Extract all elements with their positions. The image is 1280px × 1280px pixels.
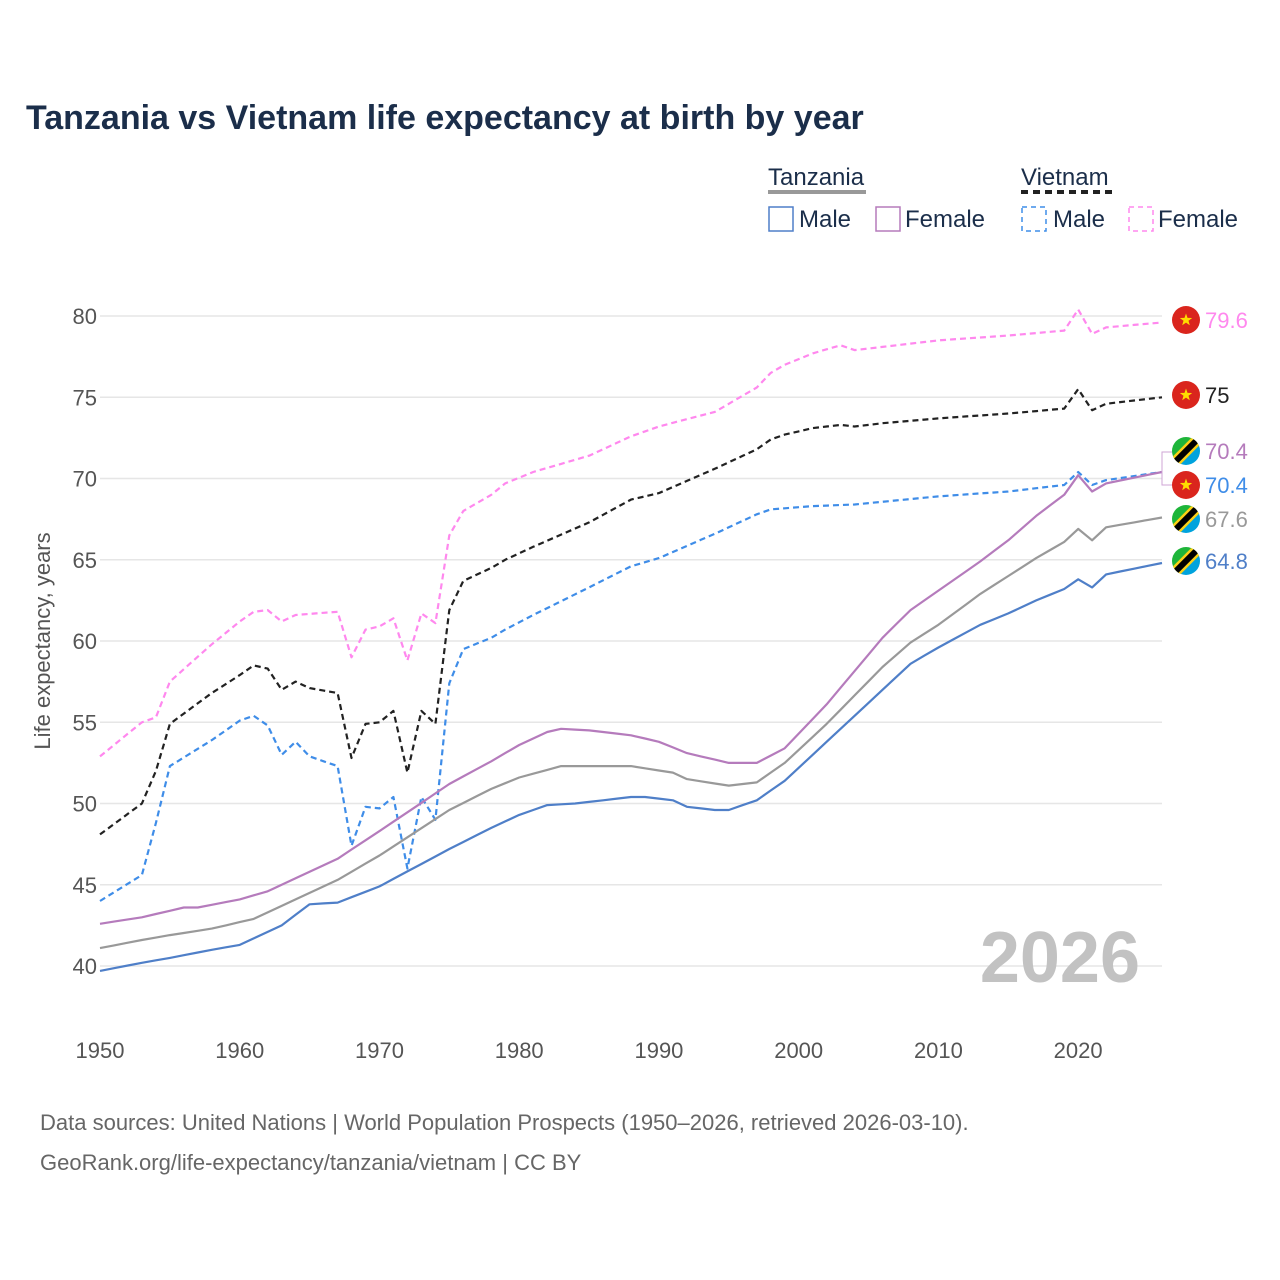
legend-group-vietnam[interactable]: Vietnam Male Female [1021, 164, 1238, 233]
x-tick-label-1990: 1990 [634, 1038, 683, 1063]
source-line-1: Data sources: United Nations | World Pop… [40, 1110, 969, 1135]
y-axis-ticks: 40 45 50 55 60 65 70 75 80 [73, 304, 97, 979]
legend-group-title-vietnam: Vietnam [1021, 164, 1109, 191]
legend: Tanzania Male Female Vietnam Male Female [768, 164, 1238, 233]
x-tick-label-2020: 2020 [1054, 1038, 1103, 1063]
y-tick-label-70: 70 [73, 467, 97, 492]
legend-group-title-tanzania: Tanzania [768, 164, 865, 191]
x-tick-label-1960: 1960 [215, 1038, 264, 1063]
series-line-tz_male[interactable] [99, 561, 1163, 972]
end-value-tz_total: 67.6 [1205, 507, 1248, 532]
legend-swatch-tanzania-female [875, 206, 901, 232]
x-tick-label-1970: 1970 [355, 1038, 404, 1063]
end-label-vn_total: 75 [1172, 381, 1229, 409]
series-line-tz_total[interactable] [99, 516, 1163, 950]
label-connector [1161, 451, 1175, 486]
legend-group-tanzania[interactable]: Tanzania Male Female [768, 164, 985, 233]
y-tick-label-65: 65 [73, 548, 97, 573]
end-value-vn_female: 79.6 [1205, 308, 1248, 333]
legend-label-tanzania-female: Female [905, 206, 985, 233]
source-line-2[interactable]: GeoRank.org/life-expectancy/tanzania/vie… [40, 1150, 582, 1175]
end-label-tz_total: 67.6 [1172, 505, 1248, 533]
end-value-vn_total: 75 [1205, 383, 1229, 408]
y-tick-label-80: 80 [73, 304, 97, 329]
series-line-tz_female[interactable] [99, 470, 1163, 925]
end-value-tz_female: 70.4 [1205, 439, 1248, 464]
x-tick-label-2000: 2000 [774, 1038, 823, 1063]
end-value-vn_male: 70.4 [1205, 473, 1248, 498]
x-tick-label-1950: 1950 [76, 1038, 125, 1063]
tanzania-flag-icon [1172, 437, 1200, 465]
legend-swatch-vietnam-male [1021, 206, 1047, 232]
x-axis-ticks: 1950 1960 1970 1980 1990 2000 2010 2020 [76, 1038, 1103, 1063]
chart-title: Tanzania vs Vietnam life expectancy at b… [26, 99, 864, 137]
legend-label-tanzania-male: Male [799, 206, 851, 233]
y-tick-label-55: 55 [73, 710, 97, 735]
legend-swatch-vietnam-female [1128, 206, 1154, 232]
legend-label-vietnam-female: Female [1158, 206, 1238, 233]
end-label-vn_male: 70.4 [1172, 471, 1248, 499]
grid-lines [100, 315, 1162, 967]
legend-swatch-tanzania-male [768, 206, 794, 232]
series-line-vn_male[interactable] [99, 470, 1163, 902]
flag-star-icon [1179, 478, 1193, 491]
y-tick-label-50: 50 [73, 792, 97, 817]
y-tick-label-45: 45 [73, 873, 97, 898]
y-tick-label-75: 75 [73, 385, 97, 410]
end-labels: 79.6 75 70.4 70.4 67.6 64.8 [1161, 306, 1248, 575]
x-tick-label-2010: 2010 [914, 1038, 963, 1063]
end-label-vn_female: 79.6 [1172, 306, 1248, 334]
legend-label-vietnam-male: Male [1053, 206, 1105, 233]
series-line-vn_total[interactable] [99, 388, 1163, 836]
tanzania-flag-icon [1172, 547, 1200, 575]
y-tick-label-40: 40 [73, 954, 97, 979]
y-tick-label-60: 60 [73, 629, 97, 654]
y-axis-label: Life expectancy, years [30, 532, 55, 749]
series-lines [99, 308, 1163, 972]
x-tick-label-1980: 1980 [495, 1038, 544, 1063]
year-watermark: 2026 [980, 918, 1140, 998]
flag-star-icon [1179, 388, 1193, 401]
end-label-tz_female: 70.4 [1172, 437, 1248, 465]
end-label-tz_male: 64.8 [1172, 547, 1248, 575]
tanzania-flag-icon [1172, 505, 1200, 533]
flag-star-icon [1179, 313, 1193, 326]
series-line-vn_female[interactable] [99, 308, 1163, 758]
end-value-tz_male: 64.8 [1205, 549, 1248, 574]
